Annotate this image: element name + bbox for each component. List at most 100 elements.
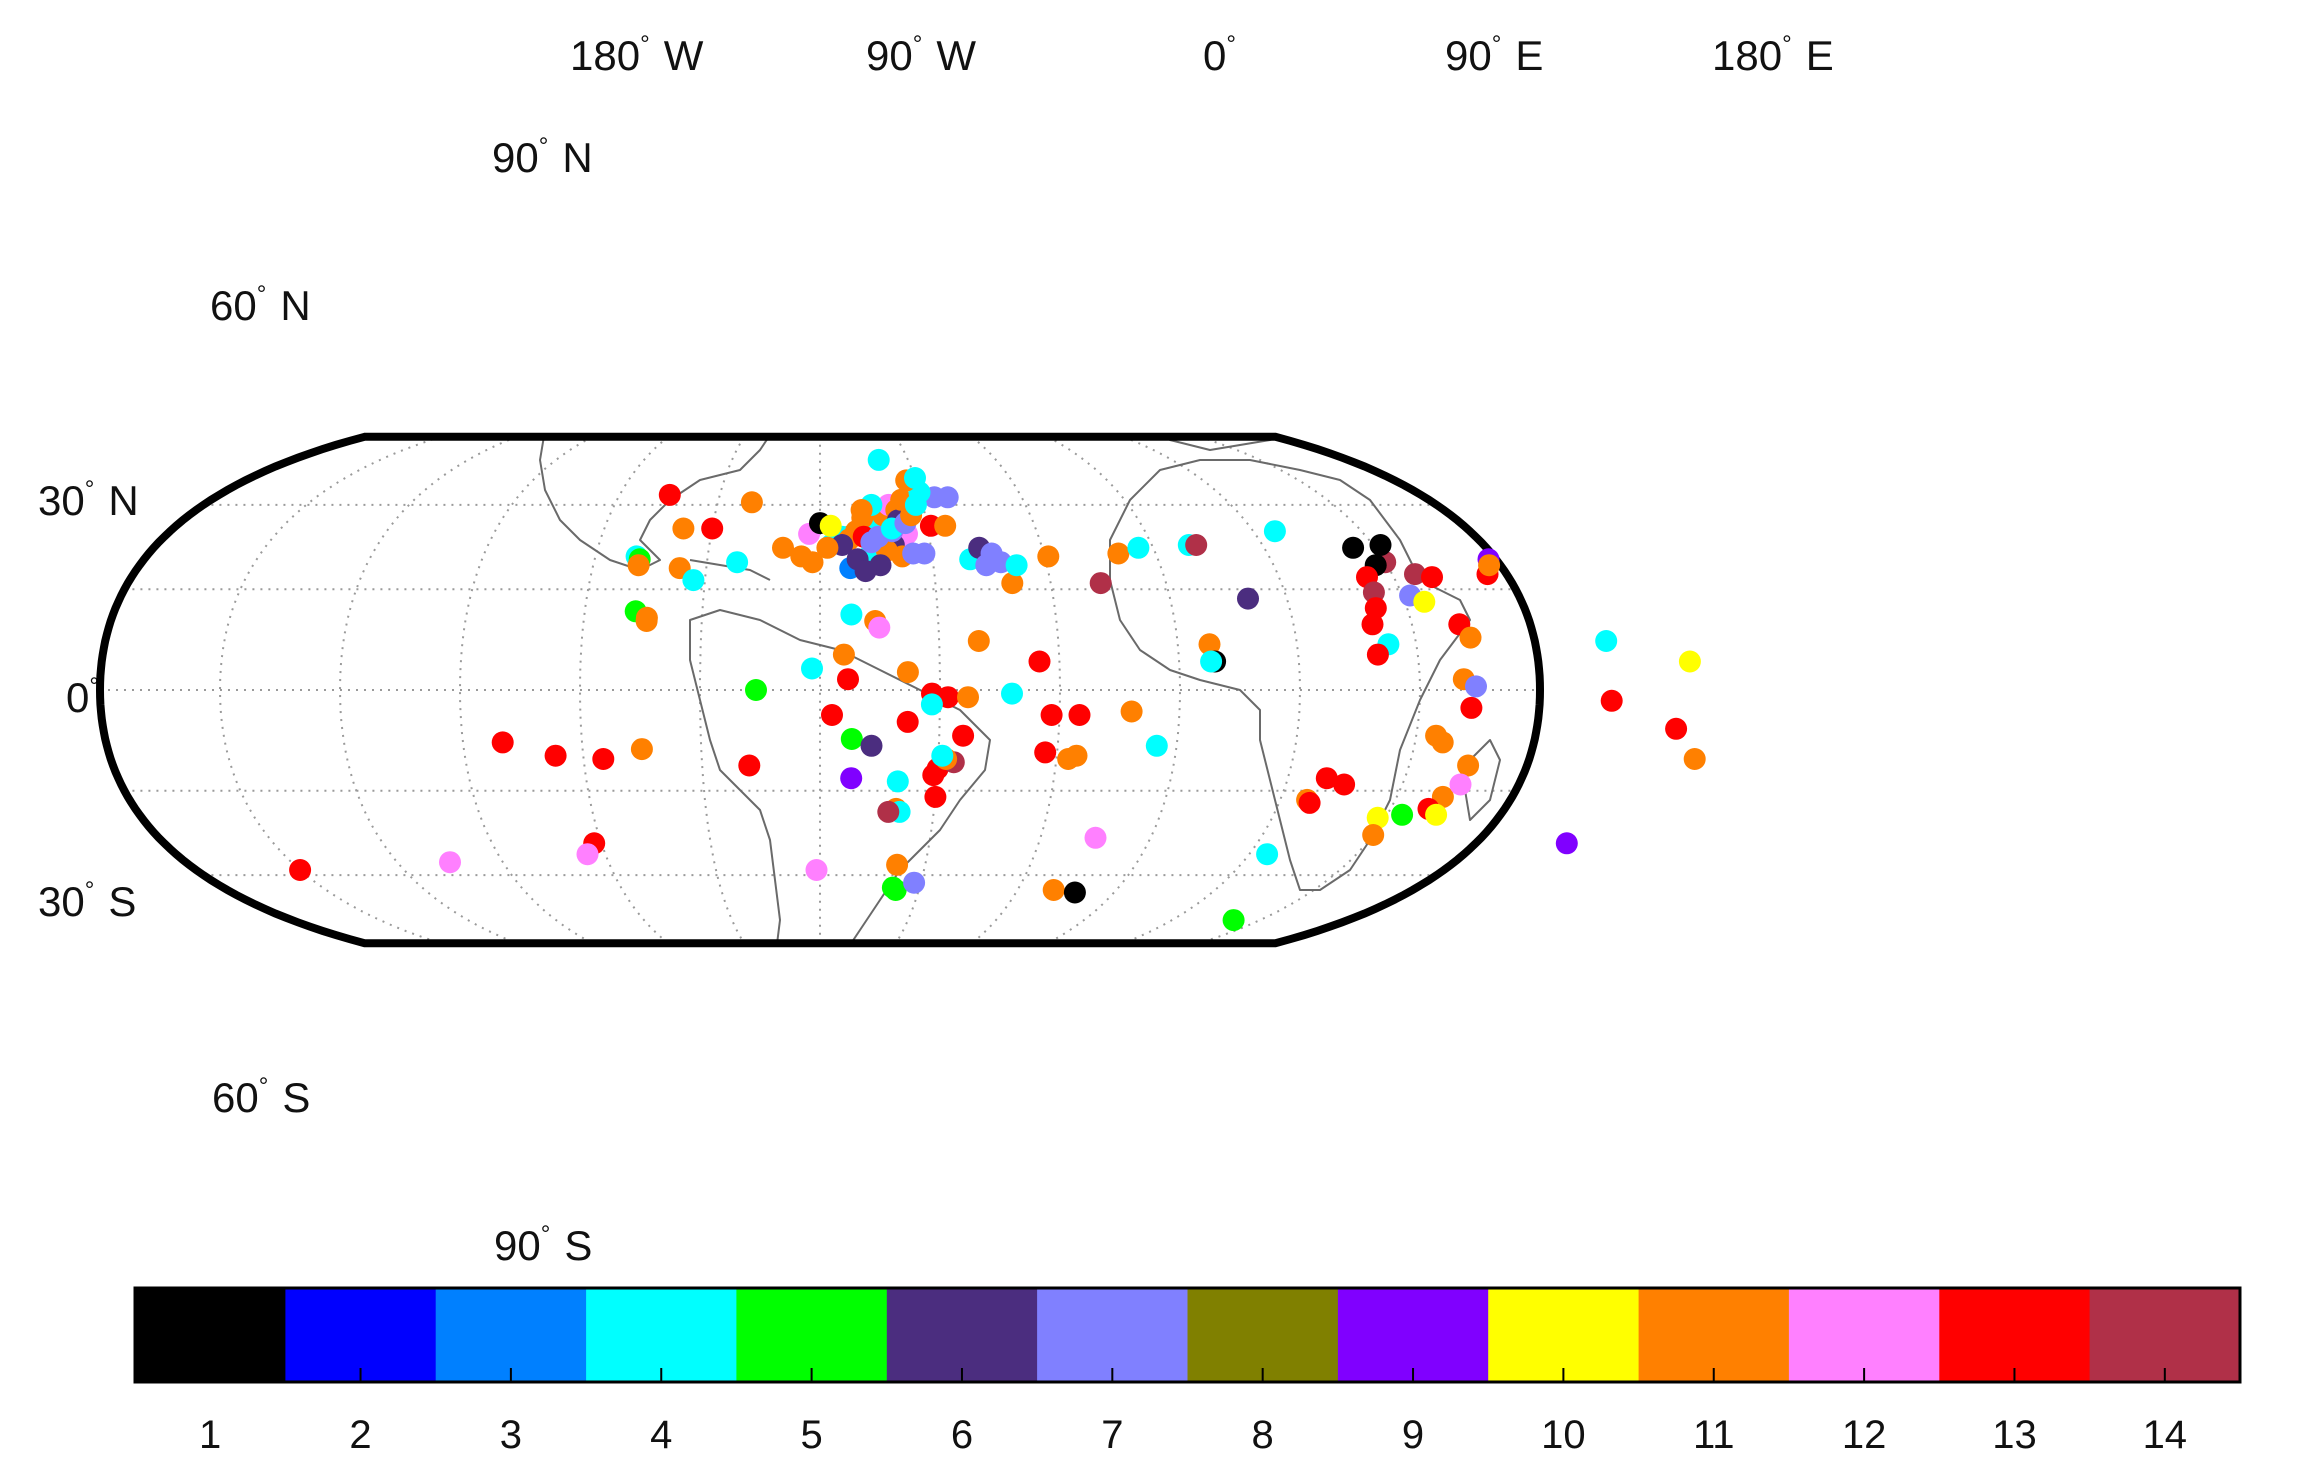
colorbar-swatch <box>1638 1288 1790 1382</box>
colorbar: 1 2 3 4 5 6 7 8 9 10 11 12 13 14 <box>133 1286 2242 1457</box>
meridian-line <box>338 436 517 944</box>
station-marker <box>1449 773 1472 796</box>
station-marker <box>1028 650 1051 673</box>
station-marker <box>840 767 863 790</box>
station-marker <box>920 693 943 716</box>
colorbar-swatch <box>1939 1288 2091 1382</box>
station-marker <box>630 738 653 761</box>
station-marker <box>816 536 839 559</box>
coast-southeast-asia-islands <box>1790 680 2100 750</box>
station-marker <box>1362 824 1385 846</box>
station-marker <box>860 531 883 554</box>
station-markers <box>289 448 1706 932</box>
colorbar-tick-label: 14 <box>2143 1413 2188 1457</box>
colorbar-swatch <box>435 1288 587 1382</box>
station-marker <box>931 744 954 767</box>
station-marker <box>1460 696 1483 719</box>
station-marker <box>592 748 615 770</box>
coast-scandinavia <box>1260 175 1340 260</box>
station-marker <box>854 560 877 583</box>
lat-label-0: 0° <box>66 673 99 721</box>
station-marker <box>1366 806 1389 829</box>
station-marker <box>837 668 859 691</box>
station-marker <box>1237 587 1259 610</box>
station-marker <box>867 448 890 471</box>
station-marker <box>1683 748 1706 770</box>
station-marker <box>877 800 900 823</box>
station-marker <box>1425 803 1448 826</box>
lon-label-90w: 90° W <box>866 31 976 79</box>
station-marker <box>1037 545 1060 568</box>
station-marker <box>1065 744 1088 767</box>
lat-label-90s: 90° S <box>494 1221 592 1269</box>
colorbar-swatch <box>1037 1288 1189 1382</box>
station-marker <box>740 491 763 514</box>
colorbar-tick-label: 10 <box>1541 1413 1586 1457</box>
colorbar-tick-label: 12 <box>1842 1413 1887 1457</box>
station-marker <box>1478 554 1501 577</box>
station-marker <box>289 859 312 881</box>
station-marker <box>738 754 761 777</box>
station-marker <box>860 734 883 757</box>
meridian-line <box>699 436 745 944</box>
station-marker <box>1404 563 1426 586</box>
station-marker <box>1678 650 1701 673</box>
station-marker <box>884 879 907 901</box>
colorbar-tick-label: 3 <box>500 1413 522 1457</box>
station-marker <box>772 536 794 559</box>
lon-label-180w: 180° W <box>570 31 704 79</box>
station-marker <box>439 851 461 874</box>
coast-greenland <box>980 160 1080 260</box>
coast-antarctica <box>600 1125 1920 1190</box>
station-marker <box>1298 791 1321 814</box>
longitude-labels: 180° W 90° W 0° 90° E 180° E <box>570 31 1834 79</box>
station-marker <box>957 686 979 709</box>
lon-label-90e: 90° E <box>1445 31 1543 79</box>
station-marker <box>491 731 514 754</box>
station-marker <box>726 551 749 574</box>
station-marker <box>1001 572 1024 595</box>
station-marker <box>1089 572 1112 595</box>
station-marker <box>896 661 919 684</box>
station-marker <box>967 630 990 652</box>
lon-label-0: 0° <box>1203 31 1236 79</box>
station-marker <box>635 610 658 632</box>
station-marker <box>832 643 855 666</box>
station-marker <box>975 554 998 577</box>
station-marker <box>1001 682 1023 705</box>
station-marker <box>1068 704 1091 726</box>
station-marker <box>658 483 681 506</box>
station-marker <box>1120 700 1143 723</box>
colorbar-swatch <box>1488 1288 1640 1382</box>
station-marker <box>924 785 947 808</box>
station-marker <box>627 554 650 577</box>
station-marker <box>672 517 695 540</box>
meridian-line <box>1123 436 1302 944</box>
colorbar-swatch <box>586 1288 738 1382</box>
station-marker <box>1431 785 1454 808</box>
station-marker <box>576 843 599 866</box>
station-marker <box>1256 843 1279 866</box>
colorbar-tick-label: 1 <box>199 1413 221 1457</box>
colorbar-tick-label: 11 <box>1693 1413 1735 1457</box>
station-marker <box>903 871 926 894</box>
colorbar-swatch <box>1187 1288 1339 1382</box>
station-marker <box>1145 734 1168 757</box>
station-marker <box>952 724 975 747</box>
station-marker <box>840 728 863 750</box>
lon-label-180e: 180° E <box>1712 31 1834 79</box>
station-marker <box>1063 881 1086 904</box>
station-marker <box>1084 826 1107 849</box>
station-marker <box>805 859 828 881</box>
coast-europe <box>1169 436 1391 451</box>
station-marker <box>850 499 873 521</box>
station-marker <box>1333 773 1356 796</box>
station-marker <box>1315 767 1338 790</box>
lat-label-60n: 60° N <box>210 281 311 329</box>
station-marker <box>1459 626 1482 649</box>
station-marker <box>682 569 705 592</box>
colorbar-tick-label: 13 <box>1992 1413 2037 1457</box>
station-marker <box>1595 630 1618 652</box>
colorbar-tick-label: 6 <box>951 1413 973 1457</box>
